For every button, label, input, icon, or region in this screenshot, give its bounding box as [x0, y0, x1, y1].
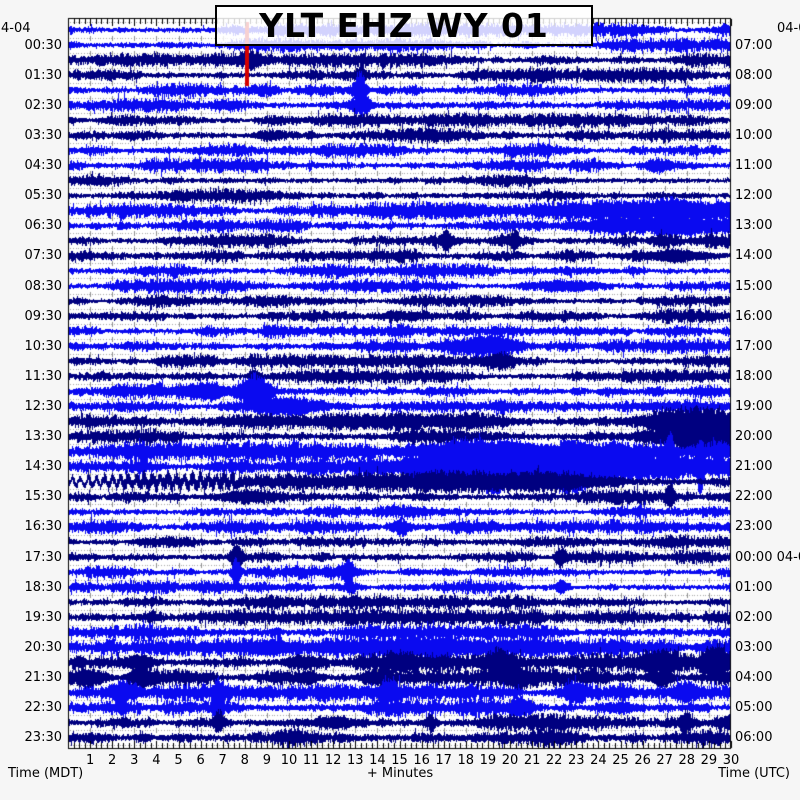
left-time-label: 08:30: [24, 278, 62, 294]
left-time-label: 17:30: [24, 549, 62, 565]
minute-label: 15: [391, 753, 408, 768]
minute-label: 13: [347, 753, 364, 768]
left-time-label: 01:30: [24, 67, 62, 83]
right-time-label: 07:00: [735, 37, 773, 53]
left-time-label: 16:30: [24, 519, 62, 535]
minute-label: 10: [280, 753, 298, 768]
left-time-label: 11:30: [24, 368, 62, 384]
mdt-axis-caption: Time (MDT): [8, 766, 84, 781]
minute-label: 12: [324, 753, 342, 768]
right-time-label: 16:00: [735, 308, 773, 324]
left-time-label: 04:30: [24, 158, 62, 174]
right-time-label: 21:00: [735, 459, 773, 475]
left-time-label: 09:30: [24, 308, 62, 324]
minute-label: 25: [612, 753, 629, 768]
left-time-label: 00:30: [24, 37, 62, 53]
minute-label: 1: [85, 753, 95, 768]
minute-label: 2: [108, 753, 117, 768]
minute-label: 16: [413, 753, 430, 768]
right-time-label: 23:00: [735, 519, 773, 535]
right-time-label: 14:00: [735, 248, 773, 264]
right-time-label: 01:00: [735, 579, 773, 595]
right-time-label: 06:00: [735, 730, 773, 746]
left-time-label: 14:30: [24, 459, 62, 475]
minute-label: 8: [240, 753, 249, 768]
minute-label: 9: [262, 753, 272, 768]
left-time-label: 23:30: [24, 730, 62, 746]
left-time-label: 05:30: [24, 188, 62, 204]
left-time-label: 20:30: [24, 639, 62, 655]
minute-label: 24: [590, 753, 607, 768]
right-time-label: 09:00: [735, 97, 773, 113]
utc-axis-caption: Time (UTC): [718, 766, 790, 781]
minute-label: 30: [722, 753, 740, 768]
right-time-label: 04:00: [735, 670, 773, 686]
minutes-axis-caption: + Minutes: [366, 766, 434, 781]
left-time-label: 22:30: [24, 700, 62, 716]
date-top-right: 04-0: [777, 21, 800, 36]
left-time-label: 21:30: [24, 670, 62, 686]
minute-label: 23: [568, 753, 585, 768]
right-time-label: 20:00: [735, 429, 773, 445]
minute-label: 5: [174, 753, 183, 768]
right-time-label: 08:00: [735, 67, 773, 83]
right-time-label: 11:00: [735, 158, 773, 174]
left-time-label: 18:30: [24, 579, 62, 595]
right-time-label: 17:00: [735, 338, 773, 354]
minute-label: 11: [302, 753, 320, 768]
minute-label: 18: [457, 753, 475, 768]
right-time-label: 19:00: [735, 399, 773, 414]
station-title: YLT EHZ WY 01: [259, 6, 549, 45]
right-time-label: 02:00: [735, 609, 773, 625]
left-time-label: 07:30: [24, 248, 62, 264]
right-time-label: 18:00: [735, 368, 773, 384]
right-time-label: 03:00: [735, 639, 773, 655]
left-time-label: 12:30: [24, 399, 62, 414]
minute-label: 28: [678, 753, 696, 768]
right-time-label: 13:00: [735, 218, 773, 234]
minute-label: 29: [700, 753, 718, 768]
minute-label: 19: [479, 753, 497, 768]
minute-label: 17: [435, 753, 452, 768]
minute-label: 20: [501, 753, 519, 768]
left-time-label: 02:30: [24, 97, 62, 113]
minute-label: 21: [523, 753, 541, 768]
minute-label: 4: [152, 753, 161, 768]
right-time-label: 05:00: [735, 700, 773, 716]
minute-label: 26: [634, 753, 651, 768]
left-time-label: 10:30: [24, 338, 62, 354]
minute-label: 22: [545, 753, 563, 768]
right-time-label: 22:00: [735, 489, 773, 505]
left-time-label: 15:30: [24, 489, 62, 505]
right-time-label: 15:00: [735, 278, 773, 294]
right-time-label: 10:00: [735, 127, 773, 143]
right-time-label: 00:00 04-05: [735, 549, 800, 565]
minute-label: 6: [196, 753, 205, 768]
minute-label: 14: [369, 753, 386, 768]
minute-label: 7: [218, 753, 227, 768]
right-time-label: 12:00: [735, 188, 773, 204]
minute-label: 27: [656, 753, 673, 768]
left-time-label: 03:30: [24, 127, 62, 143]
left-time-label: 06:30: [24, 218, 62, 234]
date-top-left: 4-04: [1, 21, 31, 36]
station-title-box: YLT EHZ WY 01: [215, 5, 593, 46]
left-time-label: 13:30: [24, 429, 62, 445]
minute-label: 3: [130, 753, 139, 768]
left-time-label: 19:30: [24, 609, 62, 625]
